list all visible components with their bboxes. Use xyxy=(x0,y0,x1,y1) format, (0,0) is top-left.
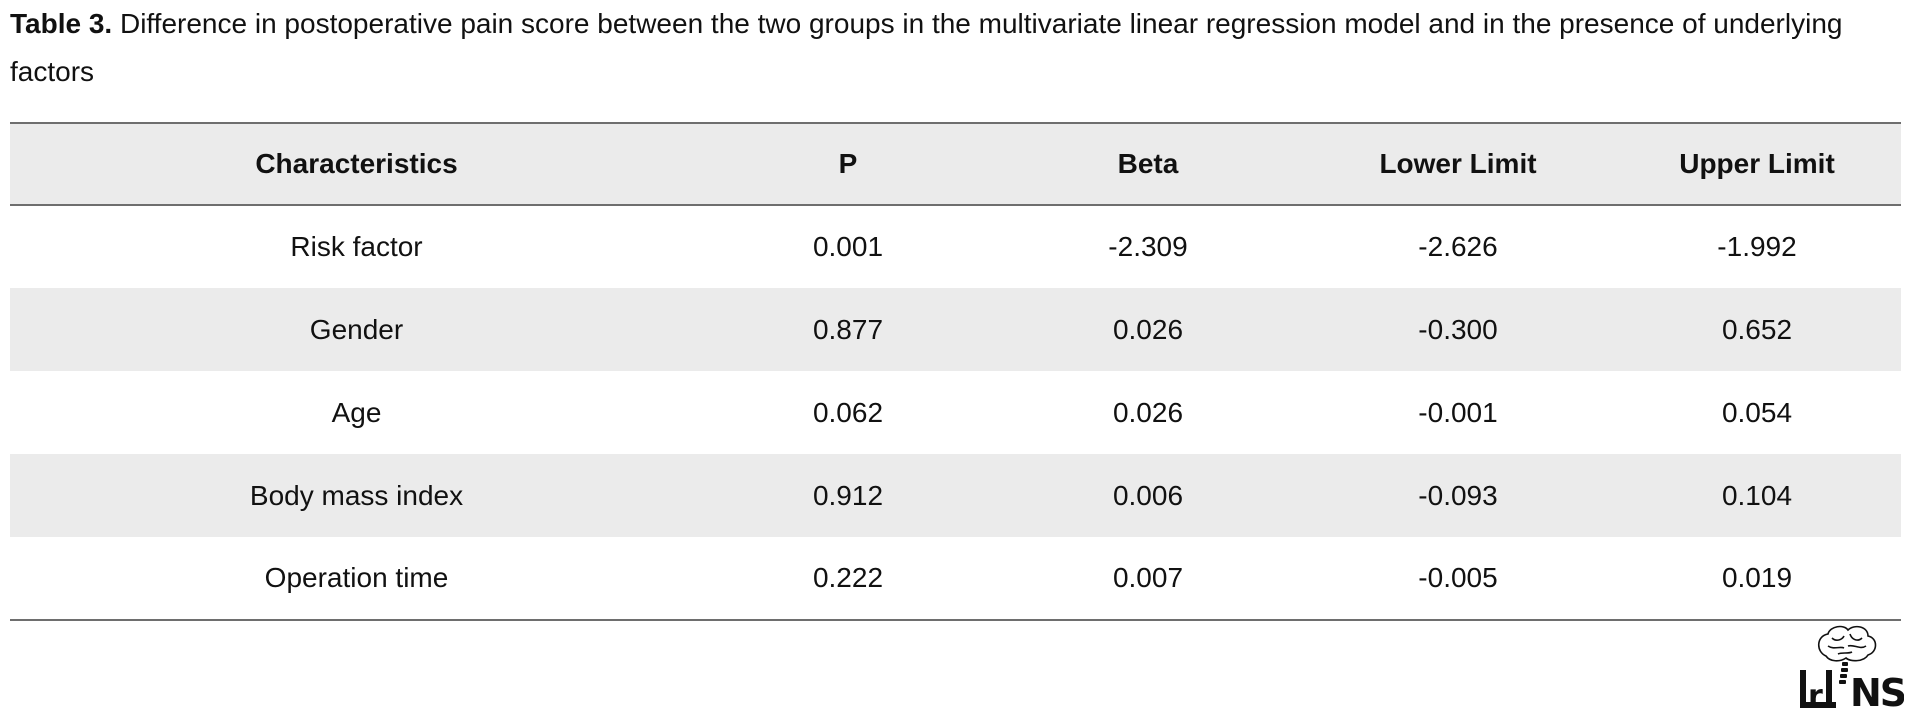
svg-text:NS: NS xyxy=(1850,671,1904,712)
header-beta: Beta xyxy=(993,123,1303,206)
table-caption-label: Table 3. xyxy=(10,8,113,39)
cell-p: 0.062 xyxy=(812,396,884,428)
cell-upper-limit: 0.652 xyxy=(1721,313,1793,345)
cell-upper-limit: 0.019 xyxy=(1721,562,1793,593)
cell-p: 0.001 xyxy=(812,231,884,262)
table-caption: Table 3. Difference in postoperative pai… xyxy=(10,0,1905,96)
cell-beta: 0.007 xyxy=(1112,562,1184,593)
cell-upper-limit: -1.992 xyxy=(1717,231,1797,262)
journal-logo: r NS xyxy=(1798,622,1907,715)
cell-characteristic: Age xyxy=(331,396,382,428)
cell-p: 0.877 xyxy=(812,313,884,345)
cell-lower-limit: -0.093 xyxy=(1418,479,1498,511)
cell-lower-limit: -0.300 xyxy=(1418,313,1498,345)
cell-beta: -2.309 xyxy=(1108,231,1188,262)
cell-characteristic: Body mass index xyxy=(249,479,464,511)
table-row: Risk factor 0.001 -2.309 -2.626 -1.992 xyxy=(10,205,1901,288)
cell-beta: 0.006 xyxy=(1112,479,1184,511)
table-header-row: Characteristics P Beta Lower Limit Upper… xyxy=(10,123,1901,206)
header-p: P xyxy=(703,123,993,206)
cell-p: 0.912 xyxy=(812,479,884,511)
regression-table: Characteristics P Beta Lower Limit Upper… xyxy=(10,122,1901,621)
header-characteristics: Characteristics xyxy=(10,123,703,206)
table-row: Age 0.062 0.026 -0.001 0.054 xyxy=(10,371,1901,454)
brain-logo-icon: r NS xyxy=(1800,625,1907,715)
cell-characteristic: Risk factor xyxy=(290,231,423,262)
cell-characteristic: Operation time xyxy=(264,562,449,593)
table-row: Operation time 0.222 0.007 -0.005 0.019 xyxy=(10,537,1901,620)
cell-p: 0.222 xyxy=(812,562,884,593)
table-row: Gender 0.877 0.026 -0.300 0.652 xyxy=(10,288,1901,371)
cell-lower-limit: -0.001 xyxy=(1418,396,1498,428)
svg-text:r: r xyxy=(1808,679,1823,712)
cell-beta: 0.026 xyxy=(1112,313,1184,345)
cell-upper-limit: 0.104 xyxy=(1721,479,1793,511)
header-lower-limit: Lower Limit xyxy=(1303,123,1613,206)
cell-upper-limit: 0.054 xyxy=(1721,396,1793,428)
header-upper-limit: Upper Limit xyxy=(1613,123,1901,206)
cell-characteristic: Gender xyxy=(309,313,404,345)
cell-lower-limit: -0.005 xyxy=(1418,562,1498,593)
cell-beta: 0.026 xyxy=(1112,396,1184,428)
table-row: Body mass index 0.912 0.006 -0.093 0.104 xyxy=(10,454,1901,537)
table-caption-text: Difference in postoperative pain score b… xyxy=(10,8,1843,87)
cell-lower-limit: -2.626 xyxy=(1418,231,1498,262)
